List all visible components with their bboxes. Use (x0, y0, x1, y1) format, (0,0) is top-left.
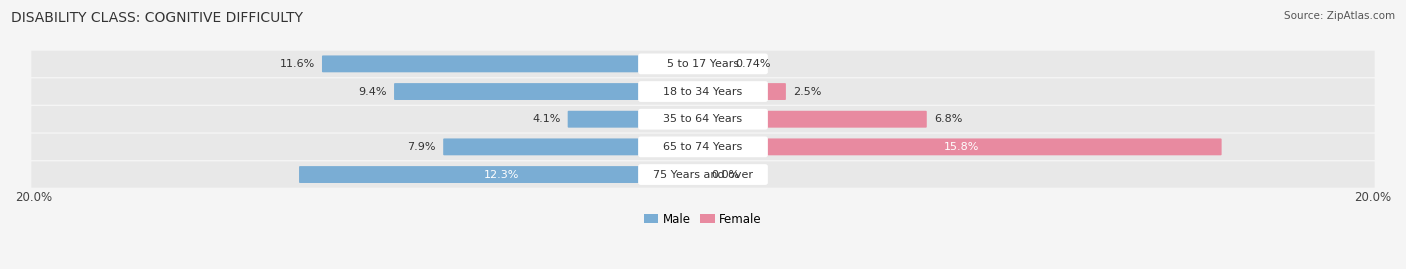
Text: 6.8%: 6.8% (934, 114, 962, 124)
Text: 15.8%: 15.8% (945, 142, 980, 152)
FancyBboxPatch shape (702, 83, 786, 100)
FancyBboxPatch shape (394, 83, 704, 100)
Text: 35 to 64 Years: 35 to 64 Years (664, 114, 742, 124)
FancyBboxPatch shape (31, 161, 1375, 188)
FancyBboxPatch shape (702, 139, 1222, 155)
Text: 18 to 34 Years: 18 to 34 Years (664, 87, 742, 97)
FancyBboxPatch shape (702, 55, 728, 72)
FancyBboxPatch shape (638, 136, 768, 157)
FancyBboxPatch shape (31, 134, 1375, 160)
Text: 11.6%: 11.6% (280, 59, 315, 69)
Text: 0.74%: 0.74% (735, 59, 770, 69)
Text: 0.0%: 0.0% (711, 169, 740, 179)
Text: Source: ZipAtlas.com: Source: ZipAtlas.com (1284, 11, 1395, 21)
Legend: Male, Female: Male, Female (644, 213, 762, 225)
FancyBboxPatch shape (299, 166, 704, 183)
Text: 5 to 17 Years: 5 to 17 Years (666, 59, 740, 69)
FancyBboxPatch shape (702, 111, 927, 128)
Text: 20.0%: 20.0% (15, 191, 52, 204)
Text: 9.4%: 9.4% (359, 87, 387, 97)
FancyBboxPatch shape (638, 54, 768, 74)
Text: 65 to 74 Years: 65 to 74 Years (664, 142, 742, 152)
Text: 4.1%: 4.1% (531, 114, 561, 124)
Text: 12.3%: 12.3% (484, 169, 519, 179)
FancyBboxPatch shape (31, 106, 1375, 132)
FancyBboxPatch shape (638, 164, 768, 185)
Text: DISABILITY CLASS: COGNITIVE DIFFICULTY: DISABILITY CLASS: COGNITIVE DIFFICULTY (11, 11, 304, 25)
Text: 7.9%: 7.9% (408, 142, 436, 152)
FancyBboxPatch shape (568, 111, 704, 128)
FancyBboxPatch shape (322, 55, 704, 72)
Text: 20.0%: 20.0% (1354, 191, 1391, 204)
FancyBboxPatch shape (443, 139, 704, 155)
FancyBboxPatch shape (638, 81, 768, 102)
Text: 2.5%: 2.5% (793, 87, 821, 97)
Text: 75 Years and over: 75 Years and over (652, 169, 754, 179)
FancyBboxPatch shape (31, 51, 1375, 77)
FancyBboxPatch shape (31, 78, 1375, 105)
FancyBboxPatch shape (638, 109, 768, 130)
